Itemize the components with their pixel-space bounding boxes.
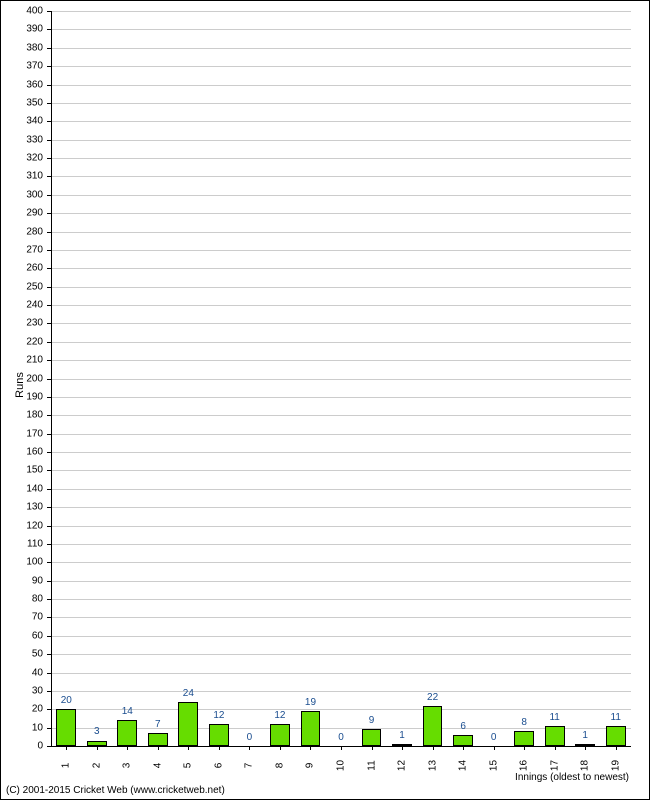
bar <box>301 711 321 746</box>
y-tick-label: 150 <box>26 465 43 476</box>
y-tick-label: 230 <box>26 318 43 329</box>
plot-area <box>51 11 631 746</box>
bar <box>148 733 168 746</box>
y-tick-label: 280 <box>26 226 43 237</box>
y-axis-title: Runs <box>14 372 26 398</box>
bar-value-label: 0 <box>247 732 253 743</box>
bar-value-label: 12 <box>213 710 224 721</box>
bar-value-label: 6 <box>460 721 466 732</box>
y-tick-label: 80 <box>32 594 43 605</box>
y-tick-label: 260 <box>26 263 43 274</box>
x-tick-label: 15 <box>488 760 499 771</box>
bar <box>423 706 443 746</box>
bar <box>56 709 76 746</box>
bar <box>270 724 290 746</box>
x-axis-title: Innings (oldest to newest) <box>515 772 629 783</box>
y-tick-label: 130 <box>26 502 43 513</box>
y-tick-label: 250 <box>26 281 43 292</box>
bar <box>209 724 229 746</box>
y-tick-label: 360 <box>26 79 43 90</box>
bar-value-label: 0 <box>338 732 344 743</box>
x-tick-label: 1 <box>61 763 72 769</box>
y-tick-label: 400 <box>26 6 43 17</box>
bar <box>606 726 626 746</box>
x-tick-label: 17 <box>549 760 560 771</box>
y-tick-label: 160 <box>26 447 43 458</box>
y-tick-label: 350 <box>26 97 43 108</box>
y-tick-label: 60 <box>32 630 43 641</box>
x-tick-label: 5 <box>183 763 194 769</box>
bar-value-label: 12 <box>274 710 285 721</box>
y-tick-label: 70 <box>32 612 43 623</box>
x-tick-label: 14 <box>458 760 469 771</box>
bar-value-label: 7 <box>155 719 161 730</box>
chart-container: Runs Innings (oldest to newest) (C) 2001… <box>0 0 650 800</box>
y-tick-label: 310 <box>26 171 43 182</box>
bar-value-label: 19 <box>305 697 316 708</box>
y-tick-label: 210 <box>26 355 43 366</box>
x-tick-label: 12 <box>397 760 408 771</box>
y-tick-label: 140 <box>26 483 43 494</box>
y-tick-label: 320 <box>26 153 43 164</box>
bar-value-label: 24 <box>183 688 194 699</box>
bar-value-label: 8 <box>521 717 527 728</box>
y-tick-label: 330 <box>26 134 43 145</box>
bar-value-label: 9 <box>369 715 375 726</box>
y-tick-label: 390 <box>26 24 43 35</box>
copyright-text: (C) 2001-2015 Cricket Web (www.cricketwe… <box>6 785 225 796</box>
bar <box>117 720 137 746</box>
bar-value-label: 0 <box>491 732 497 743</box>
y-tick-label: 120 <box>26 520 43 531</box>
y-tick-label: 220 <box>26 336 43 347</box>
y-tick-label: 180 <box>26 410 43 421</box>
x-tick-label: 4 <box>152 763 163 769</box>
y-tick-label: 90 <box>32 575 43 586</box>
x-tick-label: 13 <box>427 760 438 771</box>
x-tick-label: 6 <box>213 763 224 769</box>
y-tick-label: 370 <box>26 61 43 72</box>
bar-value-label: 20 <box>61 695 72 706</box>
y-tick-label: 10 <box>32 722 43 733</box>
y-tick-label: 170 <box>26 428 43 439</box>
bar <box>178 702 198 746</box>
y-tick-label: 190 <box>26 391 43 402</box>
x-tick-label: 7 <box>244 763 255 769</box>
y-tick-label: 200 <box>26 373 43 384</box>
y-tick-label: 0 <box>37 741 43 752</box>
bar <box>514 731 534 746</box>
y-tick-label: 290 <box>26 208 43 219</box>
x-tick-label: 18 <box>580 760 591 771</box>
y-tick-label: 50 <box>32 649 43 660</box>
y-tick-label: 100 <box>26 557 43 568</box>
x-tick-label: 10 <box>336 760 347 771</box>
bar-value-label: 3 <box>94 726 100 737</box>
x-tick-label: 2 <box>91 763 102 769</box>
x-tick-label: 8 <box>274 763 285 769</box>
bar-value-label: 11 <box>549 712 559 723</box>
y-tick-label: 30 <box>32 685 43 696</box>
x-tick-label: 9 <box>305 763 316 769</box>
y-tick-label: 270 <box>26 244 43 255</box>
x-tick-label: 3 <box>122 763 133 769</box>
y-tick-label: 20 <box>32 704 43 715</box>
y-tick-label: 300 <box>26 189 43 200</box>
x-tick-label: 16 <box>519 760 530 771</box>
bar-value-label: 1 <box>399 730 405 741</box>
bar-value-label: 14 <box>122 706 133 717</box>
bar-value-label: 11 <box>611 712 621 723</box>
bar <box>453 735 473 746</box>
bar <box>362 729 382 746</box>
y-tick-label: 240 <box>26 300 43 311</box>
y-tick-label: 40 <box>32 667 43 678</box>
y-tick-label: 340 <box>26 116 43 127</box>
x-tick-label: 19 <box>610 760 621 771</box>
y-tick-label: 380 <box>26 42 43 53</box>
x-tick-label: 11 <box>366 760 377 770</box>
y-tick-label: 110 <box>27 538 43 549</box>
bar-value-label: 1 <box>582 730 588 741</box>
bar <box>545 726 565 746</box>
bar-value-label: 22 <box>427 692 438 703</box>
